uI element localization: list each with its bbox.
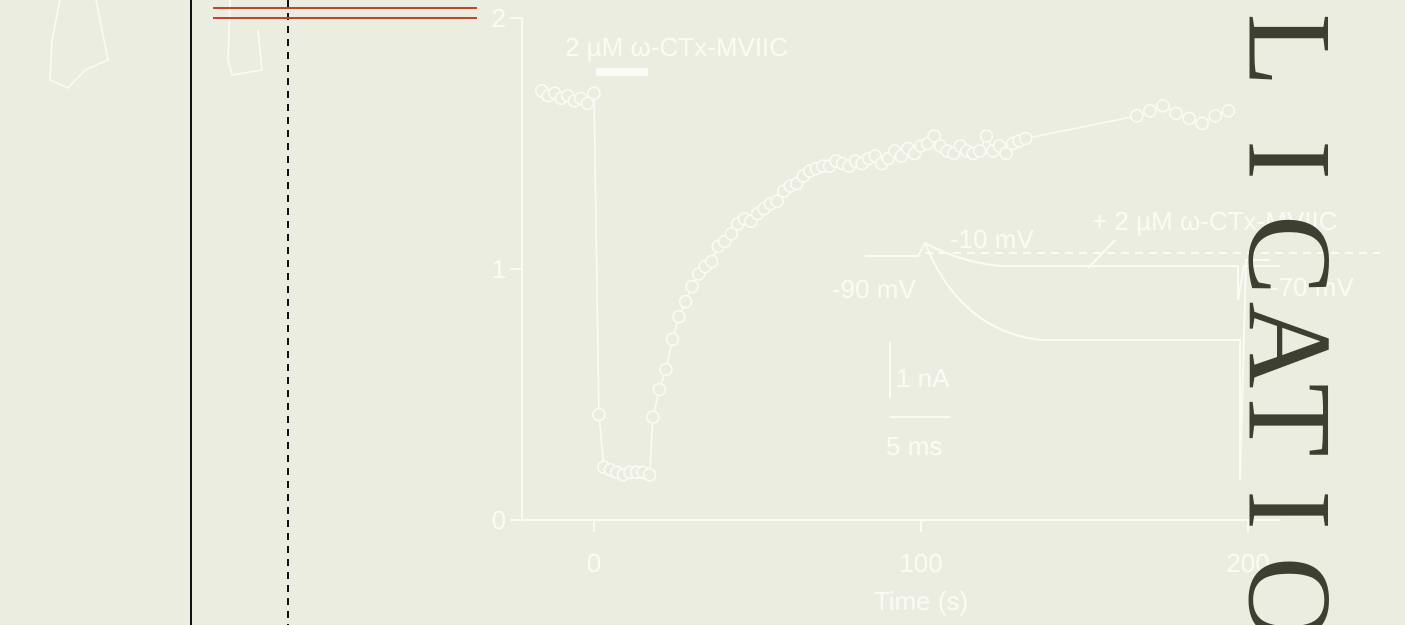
data-point bbox=[1195, 116, 1209, 131]
x-axis-title: Time (s) bbox=[874, 586, 968, 616]
data-point bbox=[1156, 99, 1170, 113]
annotation: -10 mV bbox=[950, 224, 1034, 254]
data-point bbox=[665, 332, 680, 347]
data-point bbox=[1221, 104, 1236, 118]
data-point bbox=[1130, 109, 1144, 123]
inset-traces bbox=[596, 68, 1380, 481]
data-point bbox=[724, 227, 739, 241]
data-point bbox=[704, 254, 719, 269]
data-point bbox=[770, 194, 784, 208]
annotation: 5 ms bbox=[886, 431, 942, 461]
annotation: + 2 µM ω-CTx-MVIIC bbox=[1092, 206, 1337, 236]
data-point bbox=[999, 146, 1013, 161]
side-letter: I bbox=[1224, 490, 1357, 530]
data-point bbox=[678, 294, 693, 309]
side-letter: O bbox=[1224, 557, 1357, 625]
data-point bbox=[1169, 106, 1183, 121]
side-letter: C bbox=[1224, 215, 1357, 295]
side-letter: A bbox=[1224, 302, 1357, 389]
background-drawing bbox=[49, 0, 263, 89]
data-point bbox=[1182, 111, 1196, 126]
data-point bbox=[652, 382, 667, 397]
data-point bbox=[642, 468, 657, 482]
side-letter: T bbox=[1224, 383, 1357, 456]
data-point bbox=[659, 362, 673, 377]
data-point bbox=[1208, 109, 1223, 123]
data-point bbox=[927, 129, 941, 143]
x-tick-label: 100 bbox=[899, 548, 942, 578]
annotation: -70 mV bbox=[1270, 272, 1354, 302]
x-tick-label: 200 bbox=[1226, 548, 1269, 578]
data-point bbox=[685, 279, 699, 294]
data-point bbox=[646, 410, 660, 424]
data-point bbox=[592, 407, 606, 422]
data-point bbox=[973, 144, 987, 158]
data-point bbox=[672, 309, 686, 324]
data-point bbox=[1018, 131, 1033, 146]
annotation: 2 µM ω-CTx-MVIIC bbox=[565, 32, 788, 62]
data-point bbox=[1143, 104, 1157, 118]
data-point bbox=[587, 86, 601, 101]
annotation: -90 mV bbox=[832, 274, 916, 304]
side-letter: I bbox=[1224, 140, 1357, 180]
data-point bbox=[580, 96, 595, 111]
chart: 0 1 2 0 100 200 Time (s) 2 µM ω-CTx-MVIIC -10 mV… bbox=[492, 3, 1355, 616]
y-tick-label: 0 bbox=[492, 505, 506, 535]
annotation: 1 nA bbox=[896, 363, 950, 393]
side-letter: L bbox=[1224, 13, 1357, 86]
x-tick-label: 0 bbox=[587, 548, 601, 578]
data-point bbox=[979, 129, 994, 143]
y-tick-label: 2 bbox=[492, 3, 506, 33]
y-tick-label: 1 bbox=[492, 254, 506, 284]
